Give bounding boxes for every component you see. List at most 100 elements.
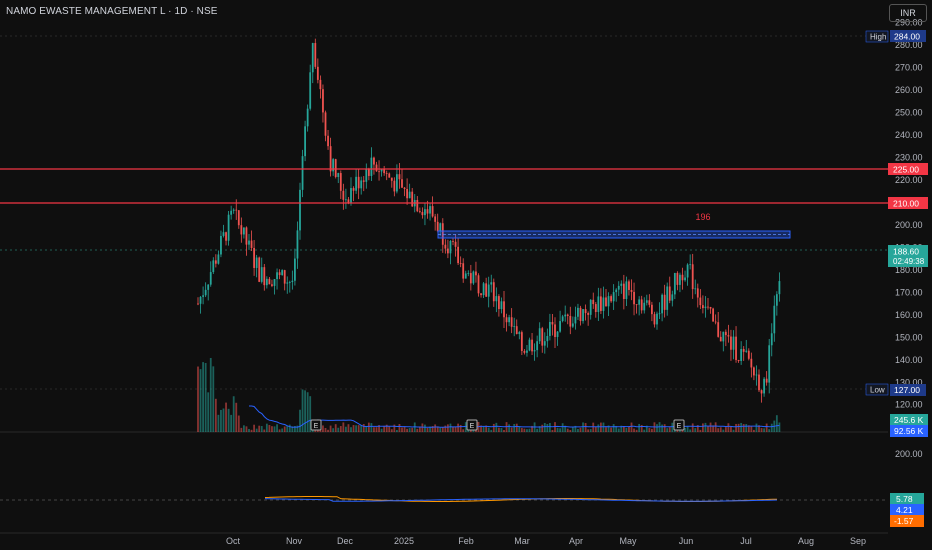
volume-bar (327, 429, 329, 432)
candle-body (628, 281, 630, 290)
candle-body (209, 272, 212, 285)
volume-bar (304, 390, 306, 432)
volume-ma-line (249, 405, 780, 428)
volume-bar (745, 424, 748, 432)
volume-bar (536, 428, 539, 432)
volume-bar (457, 423, 459, 432)
candle-body (375, 164, 378, 172)
candle-body (276, 272, 278, 280)
candle-body (322, 89, 324, 113)
time-tick-label: Feb (458, 536, 474, 546)
candle-body (457, 246, 459, 264)
volume-bar (403, 427, 406, 432)
candle-body (265, 278, 268, 286)
volume-bar (617, 428, 620, 432)
candle-body (294, 258, 296, 281)
candle-body (518, 332, 521, 334)
candle-body (735, 336, 737, 361)
volume-bar (342, 422, 345, 432)
candle-body (508, 317, 510, 323)
candle-body (676, 272, 679, 285)
volume-bar (508, 424, 510, 432)
time-axis[interactable]: Oct Nov Dec 2025 Feb Mar Apr May Jun Jul Aug Sep (226, 536, 866, 546)
volume-bar (273, 426, 276, 432)
volume-bar (375, 427, 378, 432)
candle-body (600, 296, 602, 311)
volume-bar (324, 427, 327, 432)
candle-body (357, 176, 360, 189)
volume-bar (768, 429, 771, 432)
price-tick-label: 180.00 (895, 265, 923, 275)
volume-bar (388, 426, 391, 432)
candle-body (380, 169, 383, 172)
candle-body (498, 296, 500, 310)
volume-bar (426, 427, 429, 432)
volume-bar (385, 424, 388, 432)
candle-body (671, 294, 674, 301)
price-axis[interactable]: 120.00 130.00 140.00 150.00 160.00 170.00 180.… (895, 18, 923, 410)
candle-body (334, 159, 337, 178)
volume-bar (245, 426, 248, 432)
candle-body (648, 300, 651, 305)
volume-bar (322, 425, 324, 432)
volume-bar (278, 429, 281, 432)
volume-bar (222, 408, 225, 432)
volume-bar (345, 426, 347, 432)
candle-body (699, 297, 702, 306)
volume-bar (357, 425, 360, 432)
volume-bar (691, 423, 694, 432)
price-tags: High 284.00 225.00 210.00 188.60 02:49:3… (865, 30, 928, 527)
candle-body (592, 299, 595, 305)
earnings-markers[interactable]: E E E (310, 419, 685, 431)
candle-body (737, 360, 740, 361)
resistance-225-box (888, 163, 928, 175)
candle-body (559, 321, 561, 332)
volume-bar (398, 423, 401, 432)
volume-bar (329, 425, 332, 432)
volume-bar (350, 427, 352, 432)
candle-body (383, 169, 386, 174)
candle-body (625, 281, 628, 299)
volume-bar (699, 429, 702, 432)
candle-body (536, 341, 539, 351)
volume-bar (360, 425, 363, 432)
volume-bar (271, 426, 273, 432)
volume-bar (722, 429, 725, 432)
candle-body (271, 284, 273, 286)
volume-bar (577, 429, 579, 432)
volume-bar (594, 426, 597, 432)
volume-bar (597, 424, 600, 432)
volume-bars (197, 357, 781, 432)
volume-bar (610, 427, 612, 432)
candle-body (373, 157, 375, 165)
candle-body (490, 282, 493, 285)
volume-bar (276, 424, 278, 432)
volume-bar (620, 425, 623, 432)
candle-body (503, 301, 505, 318)
earnings-label-nov: E (314, 423, 319, 430)
candle-body (742, 349, 745, 352)
currency-selector[interactable]: INR (889, 4, 927, 22)
candle-body (393, 180, 396, 192)
volume-bar (717, 428, 720, 432)
candle-body (607, 296, 610, 307)
candle-body (500, 301, 503, 310)
volume-bar (709, 422, 712, 432)
candle-body (666, 286, 669, 310)
earnings-label-jun: E (677, 423, 682, 430)
supply-zone[interactable]: 196 (437, 212, 791, 239)
candle-body (197, 303, 199, 305)
candle-body (533, 350, 536, 352)
resistance-lines[interactable] (0, 168, 888, 204)
candle-body (401, 179, 403, 188)
volume-bar (416, 428, 419, 432)
volume-bar (628, 426, 630, 432)
candle-body (760, 390, 763, 394)
volume-bar (671, 422, 674, 432)
volume-bar (459, 424, 462, 432)
volume-bar (431, 426, 434, 432)
time-tick-label: Mar (514, 536, 530, 546)
candle-body (464, 273, 467, 279)
indicator-value3-box (890, 515, 924, 527)
